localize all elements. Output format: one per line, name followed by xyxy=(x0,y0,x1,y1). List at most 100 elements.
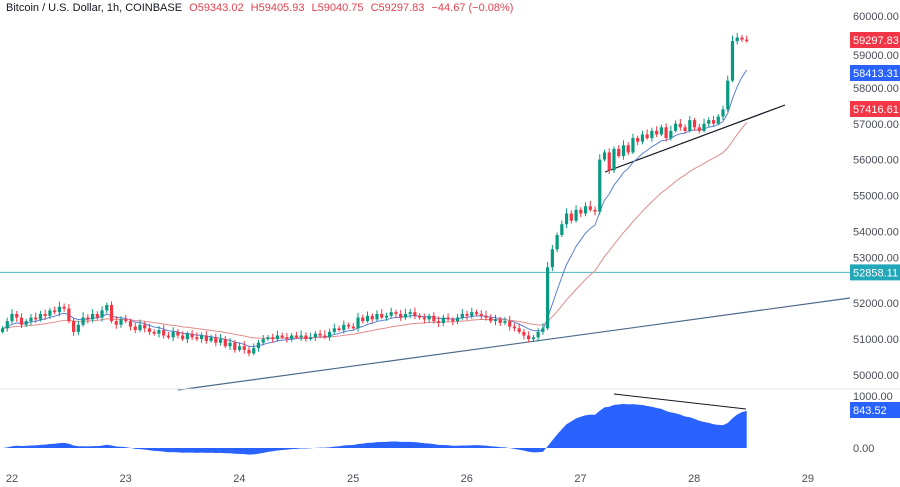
candle-body xyxy=(48,310,52,316)
candle-body xyxy=(716,116,720,124)
candle-body xyxy=(460,313,464,318)
candle-body xyxy=(327,331,332,338)
candle-body xyxy=(162,330,166,336)
candle-body xyxy=(527,335,531,340)
open-value: O59343.02 xyxy=(189,2,244,14)
candle-body xyxy=(531,337,535,340)
time-axis-tick: 22 xyxy=(6,473,18,485)
candle-body xyxy=(394,312,398,314)
candle-body xyxy=(38,313,43,320)
candle-body xyxy=(195,337,199,340)
candle-body xyxy=(166,335,171,338)
candle-body xyxy=(583,206,588,214)
candle-body xyxy=(631,138,635,153)
candle-body xyxy=(128,321,133,327)
candle-body xyxy=(233,342,237,350)
candle-body xyxy=(470,312,474,316)
candle-body xyxy=(536,331,540,338)
fast-moving-average-line xyxy=(2,69,748,348)
candle-body xyxy=(294,335,298,338)
candle-body xyxy=(389,312,393,316)
candle-body xyxy=(290,335,294,340)
price-axis-tick: 57000.00 xyxy=(853,119,899,131)
candle-body xyxy=(275,335,280,340)
candle-body xyxy=(446,317,450,320)
candle-body xyxy=(550,249,554,268)
fast-ma-price-tag: 58413.31 xyxy=(853,68,899,80)
candle-body xyxy=(124,319,128,322)
candle-body xyxy=(659,127,663,135)
candle-body xyxy=(152,331,156,334)
divergence-trendline[interactable] xyxy=(613,393,747,410)
candle-body xyxy=(503,321,507,323)
candle-body xyxy=(655,130,659,135)
oscillator-area xyxy=(0,403,747,455)
oscillator-axis-tick: 1000.00 xyxy=(853,391,893,403)
candle-body xyxy=(612,148,616,171)
candle-body xyxy=(432,315,436,322)
candle-body xyxy=(90,313,95,320)
candle-body xyxy=(588,206,592,210)
candle-body xyxy=(621,145,626,157)
slow-ma-price-tag: 57416.61 xyxy=(853,104,899,116)
candle-body xyxy=(555,234,559,250)
candle-body xyxy=(209,337,213,341)
candle-body xyxy=(498,319,502,323)
candle-body xyxy=(522,331,526,336)
candle-body xyxy=(650,130,654,139)
candle-body xyxy=(242,346,246,350)
price-axis-tick: 54000.00 xyxy=(853,226,899,238)
time-axis-tick: 28 xyxy=(688,473,700,485)
candle-body xyxy=(465,313,469,316)
candle-body xyxy=(19,317,24,325)
candle-body xyxy=(745,39,749,42)
candle-body xyxy=(541,328,545,332)
time-axis-tick: 29 xyxy=(802,473,814,485)
candle-body xyxy=(247,349,251,354)
candle-body xyxy=(598,159,602,212)
candle-body xyxy=(29,317,33,322)
oscillator-value-tag: 843.52 xyxy=(853,405,887,417)
candle-body xyxy=(564,213,569,225)
close-value: C59297.83 xyxy=(370,2,425,14)
candle-body xyxy=(261,339,265,343)
candle-body xyxy=(185,333,189,340)
candle-body xyxy=(437,321,441,323)
candle-body xyxy=(697,127,701,131)
candle-body xyxy=(730,41,735,81)
candle-body xyxy=(62,306,66,309)
candle-body xyxy=(119,319,123,325)
price-axis-tick: 60000.00 xyxy=(853,11,899,23)
candle-body xyxy=(76,324,80,332)
candle-body xyxy=(81,317,85,325)
candle-body xyxy=(408,312,412,314)
candle-body xyxy=(683,127,687,131)
chart-legend: Bitcoin / U.S. Dollar, 1h, COINBASE O593… xyxy=(6,2,517,14)
long-trendline[interactable] xyxy=(177,297,851,391)
candle-body xyxy=(678,123,682,128)
candle-body xyxy=(57,306,61,313)
candle-body xyxy=(375,313,379,320)
candle-body xyxy=(413,312,417,316)
candle-body xyxy=(593,209,597,212)
price-axis-tick: 55000.00 xyxy=(853,191,899,203)
candle-body xyxy=(5,321,9,329)
candle-body xyxy=(181,335,185,340)
candle-body xyxy=(100,310,104,318)
oscillator-axis-tick: 0.00 xyxy=(853,443,874,455)
candle-body xyxy=(484,315,488,318)
candle-body xyxy=(346,324,351,327)
candle-body xyxy=(138,324,142,331)
candle-body xyxy=(10,313,14,322)
candle-body xyxy=(43,313,47,316)
candle-body xyxy=(489,317,493,322)
candle-body xyxy=(688,120,692,131)
candle-body xyxy=(280,335,284,338)
candle-body xyxy=(707,120,711,124)
time-axis-tick: 27 xyxy=(574,473,586,485)
candle-body xyxy=(422,317,426,320)
candle-body xyxy=(337,328,341,331)
candle-body xyxy=(517,328,521,332)
candle-body xyxy=(67,308,71,322)
